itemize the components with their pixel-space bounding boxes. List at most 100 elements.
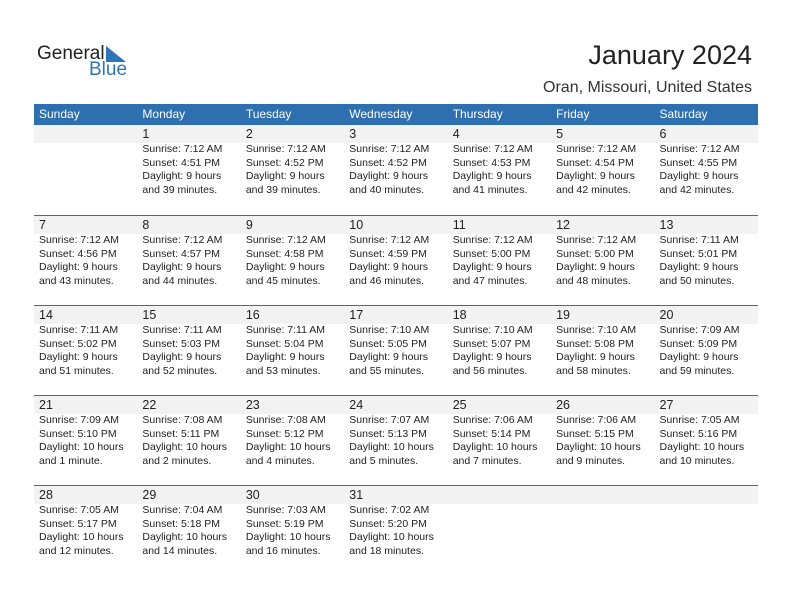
daylight-text: Daylight: 9 hours (452, 351, 532, 363)
day-cell: 19 Sunrise: 7:10 AM Sunset: 5:08 PM Dayligh… (551, 306, 654, 395)
sunrise-text: Sunrise: 7:10 AM (349, 324, 430, 336)
day-cell: 13 Sunrise: 7:11 AM Sunset: 5:01 PM Dayligh… (655, 216, 758, 305)
day-number: 27 (659, 398, 674, 412)
sunset-text: Sunset: 5:13 PM (349, 427, 427, 440)
day-number: 25 (452, 398, 467, 412)
day-number: 24 (349, 398, 364, 412)
day-number: 15 (142, 308, 157, 322)
day-cell: 3 Sunrise: 7:12 AM Sunset: 4:52 PM Daylight… (344, 125, 447, 215)
sunrise-text: Sunrise: 7:07 AM (349, 414, 430, 426)
empty-cell (34, 125, 137, 215)
day-cell: 22 Sunrise: 7:08 AM Sunset: 5:11 PM Dayligh… (137, 396, 240, 485)
sunset-text: Sunset: 4:57 PM (142, 247, 221, 260)
daylight-text: and 39 minutes. (142, 183, 218, 196)
daylight-text: and 59 minutes. (659, 364, 735, 377)
sunset-text: Sunset: 4:58 PM (245, 247, 324, 260)
sunset-text: Sunset: 5:01 PM (659, 247, 738, 260)
daylight-text: Daylight: 10 hours (452, 441, 538, 453)
sunrise-text: Sunrise: 7:12 AM (39, 234, 119, 246)
daylight-text: Daylight: 9 hours (556, 170, 635, 182)
day-cell: 14 Sunrise: 7:11 AM Sunset: 5:02 PM Dayligh… (34, 306, 137, 395)
day-number: 28 (39, 488, 53, 502)
day-cell: 16 Sunrise: 7:11 AM Sunset: 5:04 PM Dayligh… (241, 306, 344, 395)
daylight-text: and 47 minutes. (452, 274, 528, 287)
logo-blue: Blue (89, 59, 128, 80)
weekday-thursday: Thursday (452, 107, 503, 121)
week-row: 7 Sunrise: 7:12 AM Sunset: 4:56 PM Daylight… (34, 215, 758, 305)
daylight-text: Daylight: 9 hours (452, 170, 532, 182)
daylight-text: Daylight: 9 hours (39, 351, 118, 363)
day-number: 14 (39, 308, 53, 322)
day-cell: 4 Sunrise: 7:12 AM Sunset: 4:53 PM Daylight… (448, 125, 551, 215)
daylight-text: and 7 minutes. (452, 454, 522, 467)
sunset-text: Sunset: 5:00 PM (452, 247, 531, 260)
week-row: 14 Sunrise: 7:11 AM Sunset: 5:02 PM Dayligh… (34, 305, 758, 395)
daylight-text: Daylight: 10 hours (556, 441, 641, 453)
daylight-text: Daylight: 10 hours (349, 441, 434, 453)
weekday-header: Sunday Monday Tuesday Wednesday Thursday Frid… (34, 104, 758, 125)
daylight-text: and 42 minutes. (556, 183, 631, 196)
day-cell: 1 Sunrise: 7:12 AM Sunset: 4:51 PM Daylight… (137, 125, 240, 215)
daylight-text: Daylight: 9 hours (245, 351, 325, 363)
sunset-text: Sunset: 5:10 PM (39, 427, 117, 440)
sunrise-text: Sunrise: 7:06 AM (556, 414, 637, 426)
daylight-text: Daylight: 9 hours (349, 170, 429, 182)
sunrise-text: Sunrise: 7:05 AM (659, 414, 740, 426)
day-cell: 23 Sunrise: 7:08 AM Sunset: 5:12 PM Dayligh… (241, 396, 344, 485)
day-cell: 21 Sunrise: 7:09 AM Sunset: 5:10 PM Dayligh… (34, 396, 137, 485)
week-row: 1 Sunrise: 7:12 AM Sunset: 4:51 PM Daylight… (34, 125, 758, 215)
sunset-text: Sunset: 5:16 PM (659, 427, 738, 440)
day-cell: 31 Sunrise: 7:02 AM Sunset: 5:20 PM Dayligh… (344, 486, 447, 575)
sunset-text: Sunset: 5:07 PM (452, 337, 531, 350)
daylight-text: and 42 minutes. (659, 183, 735, 196)
daylight-text: Daylight: 9 hours (556, 261, 635, 273)
daylight-text: and 39 minutes. (245, 183, 321, 196)
day-number: 9 (245, 218, 253, 232)
sunset-text: Sunset: 4:55 PM (659, 156, 738, 169)
day-number: 1 (142, 127, 150, 141)
day-cell: 18 Sunrise: 7:10 AM Sunset: 5:07 PM Dayligh… (448, 306, 551, 395)
day-number: 7 (39, 218, 46, 232)
sunset-text: Sunset: 5:02 PM (39, 337, 117, 350)
daylight-text: and 46 minutes. (349, 274, 424, 287)
sunrise-text: Sunrise: 7:10 AM (556, 324, 637, 336)
sunset-text: Sunset: 5:12 PM (245, 427, 324, 440)
day-cell: 26 Sunrise: 7:06 AM Sunset: 5:15 PM Dayligh… (551, 396, 654, 485)
week-row: 21 Sunrise: 7:09 AM Sunset: 5:10 PM Dayligh… (34, 395, 758, 485)
daylight-text: Daylight: 9 hours (39, 261, 118, 273)
daylight-text: Daylight: 10 hours (659, 441, 745, 453)
day-cell: 11 Sunrise: 7:12 AM Sunset: 5:00 PM Dayligh… (448, 216, 551, 305)
daylight-text: and 53 minutes. (245, 364, 321, 377)
daylight-text: and 50 minutes. (659, 274, 735, 287)
day-cell: 17 Sunrise: 7:10 AM Sunset: 5:05 PM Dayligh… (344, 306, 447, 395)
day-number: 20 (659, 308, 674, 322)
sunset-text: Sunset: 5:09 PM (659, 337, 738, 350)
sunset-text: Sunset: 5:20 PM (349, 517, 427, 530)
day-number: 26 (556, 398, 571, 412)
logo-triangle-icon (106, 46, 126, 62)
day-number: 29 (142, 488, 157, 502)
daylight-text: and 55 minutes. (349, 364, 424, 377)
daylight-text: and 10 minutes. (659, 454, 735, 467)
day-cell: 30 Sunrise: 7:03 AM Sunset: 5:19 PM Dayligh… (241, 486, 344, 575)
sunrise-text: Sunrise: 7:09 AM (39, 414, 119, 426)
daylight-text: and 44 minutes. (142, 274, 218, 287)
day-number: 17 (349, 308, 364, 322)
sunset-text: Sunset: 5:08 PM (556, 337, 634, 350)
daylight-text: and 5 minutes. (349, 454, 419, 467)
day-cell: 29 Sunrise: 7:04 AM Sunset: 5:18 PM Dayligh… (137, 486, 240, 575)
sunrise-text: Sunrise: 7:06 AM (452, 414, 533, 426)
daylight-text: Daylight: 10 hours (245, 531, 331, 543)
sunset-text: Sunset: 4:52 PM (245, 156, 324, 169)
sunrise-text: Sunrise: 7:12 AM (142, 143, 223, 155)
daylight-text: and 48 minutes. (556, 274, 631, 287)
daylight-text: and 40 minutes. (349, 183, 424, 196)
daylight-text: Daylight: 10 hours (39, 531, 124, 543)
date-band (34, 486, 758, 504)
sunset-text: Sunset: 4:52 PM (349, 156, 427, 169)
daylight-text: and 12 minutes. (39, 544, 114, 557)
day-cell: 5 Sunrise: 7:12 AM Sunset: 4:54 PM Daylight… (551, 125, 654, 215)
day-cell: 28 Sunrise: 7:05 AM Sunset: 5:17 PM Dayligh… (34, 486, 137, 575)
sunrise-text: Sunrise: 7:12 AM (245, 234, 326, 246)
day-number: 2 (245, 127, 253, 141)
